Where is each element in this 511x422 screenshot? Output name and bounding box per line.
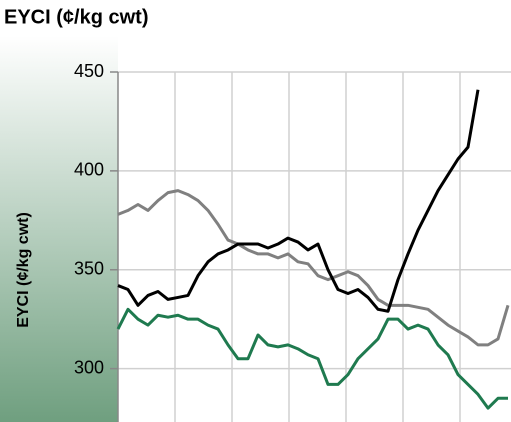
line-series — [116, 307, 508, 410]
y-tick-label: 450 — [74, 61, 104, 81]
y-tick-label: 300 — [74, 357, 104, 377]
y-axis-label: EYCI (¢/kg cwt) — [15, 212, 32, 328]
line-series — [117, 89, 480, 313]
y-tick-label: 350 — [74, 258, 104, 278]
panel-background — [0, 36, 118, 422]
y-tick-label: 400 — [74, 160, 104, 180]
chart-title: EYCI (¢/kg cwt) — [4, 6, 148, 28]
vertical-grid — [174, 72, 461, 422]
line-series — [117, 189, 510, 347]
